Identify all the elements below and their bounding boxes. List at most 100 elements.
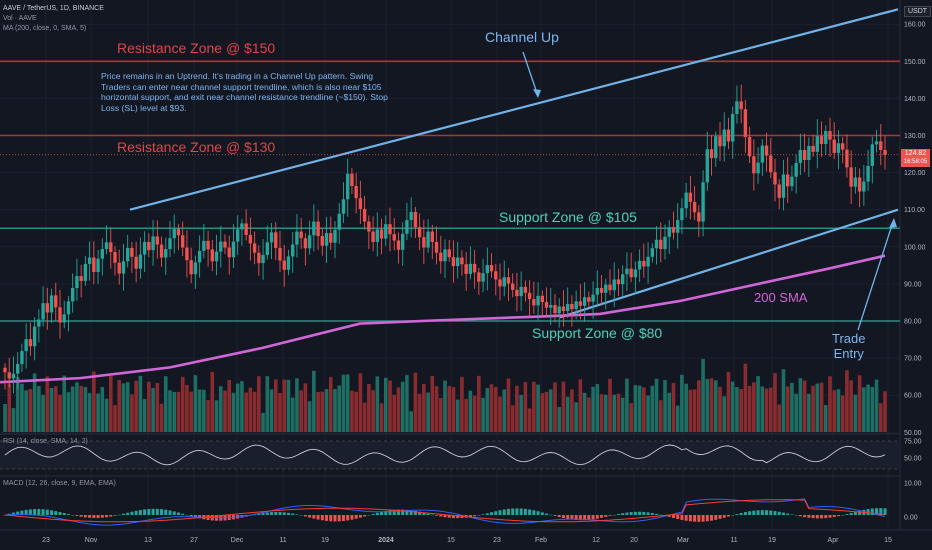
macd-histogram-bar <box>121 513 125 515</box>
candle-body <box>455 257 460 267</box>
volume-bar <box>823 405 828 432</box>
volume-bar <box>58 394 62 432</box>
candle-body <box>426 231 430 248</box>
volume-bar <box>548 389 553 432</box>
volume-bar <box>299 390 303 432</box>
price-tick-label: 130.00 <box>904 133 926 140</box>
rsi-indicator-label[interactable]: RSI (14, close, SMA, 14, 2) <box>3 438 88 445</box>
volume-bar <box>612 394 617 432</box>
candle-body <box>197 250 202 263</box>
candle-body <box>341 199 346 214</box>
volume-bar <box>333 389 337 432</box>
volume-bar <box>591 386 595 432</box>
candle-body <box>549 305 553 308</box>
volume-bar <box>261 412 265 432</box>
volume-bar <box>819 382 824 432</box>
macd-histogram-bar <box>680 515 684 520</box>
macd-histogram-bar <box>58 512 62 515</box>
volume-bar <box>451 387 456 432</box>
volume-bar <box>92 371 96 432</box>
macd-histogram-bar <box>790 514 794 516</box>
candle-body <box>790 176 794 187</box>
volume-bar <box>66 392 71 432</box>
volume-bar <box>498 396 502 432</box>
candle-body <box>654 239 659 249</box>
volume-bar <box>307 401 312 432</box>
macd-histogram-bar <box>71 515 75 516</box>
candle-body <box>857 177 862 192</box>
time-tick-label: 12 <box>592 537 600 544</box>
candle-body <box>836 143 841 153</box>
trade-entry-line-2: Entry <box>833 346 864 361</box>
macd-histogram-bar <box>138 509 142 515</box>
macd-histogram-bar <box>380 511 384 515</box>
volume-bar <box>815 383 820 432</box>
volume-bar <box>637 385 642 432</box>
macd-histogram-bar <box>299 515 303 516</box>
volume-bar <box>32 373 37 432</box>
volume-bar <box>544 391 549 432</box>
macd-histogram-bar <box>337 515 341 522</box>
currency-badge[interactable]: USDT <box>904 6 932 17</box>
candle-body <box>697 212 701 222</box>
volume-bar <box>519 395 523 432</box>
time-axis[interactable]: 23 Nov 13 27 Dec 11 19 2024 15 23 Feb 12 20 Mar 11 19 Ap… <box>42 537 892 544</box>
resistance-130-label: Resistance Zone @ $130 <box>117 139 276 155</box>
ma-indicator-label[interactable]: MA (200, close, 0, SMA, 5) <box>3 25 87 32</box>
candle-body <box>113 251 117 263</box>
candle-body <box>828 131 832 140</box>
volume-bar <box>371 390 375 432</box>
candle-body <box>320 236 325 246</box>
candle-body <box>485 264 490 274</box>
volume-bar <box>620 397 625 432</box>
candle-body <box>646 256 650 267</box>
candle-body <box>502 277 506 287</box>
macd-histogram-bar <box>83 515 87 518</box>
macd-histogram-bar <box>168 510 172 515</box>
volume-bar <box>413 372 418 432</box>
candle-body <box>773 172 777 185</box>
macd-histogram-bar <box>879 508 883 515</box>
candle-body <box>430 231 435 242</box>
macd-histogram-bar <box>536 511 540 515</box>
volume-bar <box>176 391 181 432</box>
macd-histogram-bar <box>468 515 472 518</box>
candle-body <box>578 301 583 306</box>
volume-indicator-label[interactable]: Vol · AAVE <box>3 15 37 22</box>
volume-bar <box>79 385 83 432</box>
volume-bar <box>870 386 875 432</box>
macd-histogram-bar <box>109 515 113 517</box>
candle-body <box>680 208 684 221</box>
candle-body <box>367 221 371 232</box>
arrows <box>522 51 897 331</box>
macd-histogram-bar <box>113 515 117 516</box>
price-tick-label: 120.00 <box>904 170 926 177</box>
channel-upper-line <box>129 8 899 211</box>
macd-histogram-bar <box>447 515 451 518</box>
volume-bar <box>802 380 807 432</box>
volume-bar <box>231 392 236 432</box>
macd-histogram-bar <box>722 515 726 518</box>
candle-body <box>756 162 760 174</box>
symbol-title[interactable]: AAVE / TetherUS, 1D, BINANCE <box>3 5 104 12</box>
candle-body <box>752 156 756 174</box>
candle-body <box>777 184 781 198</box>
macd-histogram-bar <box>92 515 96 518</box>
macd-histogram-bar <box>824 515 828 519</box>
macd-histogram-bar <box>561 515 565 519</box>
candle-body <box>252 243 257 253</box>
time-tick-label: Apr <box>828 537 840 544</box>
price-axis[interactable]: 50.00 60.00 70.00 80.00 90.00 100.00 110.00 120… <box>904 22 926 522</box>
macd-histogram-bar <box>828 515 832 518</box>
macd-histogram-bar <box>37 509 41 515</box>
candle-body <box>625 268 629 275</box>
volume-bar <box>345 374 350 432</box>
macd-histogram-bar <box>739 513 743 515</box>
macd-histogram-bar <box>540 512 544 515</box>
volume-bar <box>790 382 794 432</box>
volume-bar <box>41 394 45 432</box>
macd-histogram-bar <box>642 511 646 515</box>
candle-body <box>468 263 473 274</box>
macd-indicator-label[interactable]: MACD (12, 26, close, 9, EMA, EMA) <box>3 480 116 487</box>
